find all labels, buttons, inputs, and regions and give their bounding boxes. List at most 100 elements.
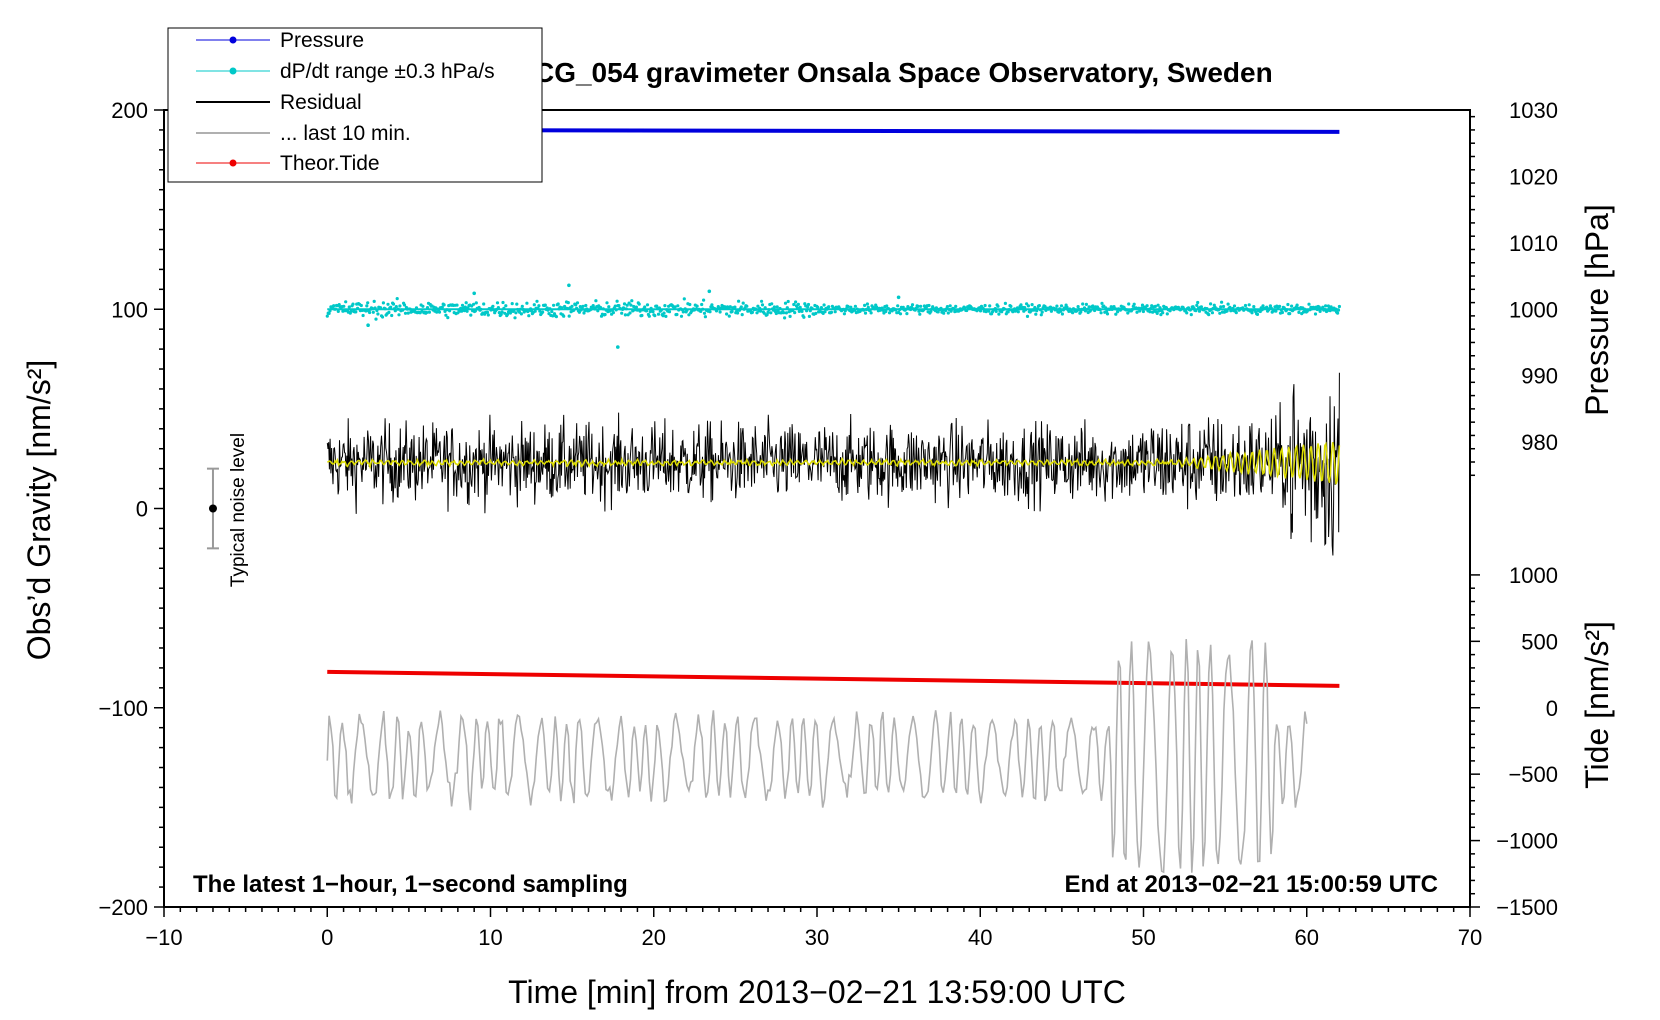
dpdt-point <box>1127 302 1131 306</box>
legend-entry-last10: ... last 10 min. <box>196 122 411 145</box>
dpdt-point <box>613 304 617 308</box>
dpdt-point <box>1076 305 1080 309</box>
dpdt-point <box>444 313 448 317</box>
dpdt-point <box>562 314 566 318</box>
dpdt-point <box>506 312 510 316</box>
dpdt-point <box>853 304 858 308</box>
dpdt-point <box>948 304 952 308</box>
dpdt-point <box>625 303 629 307</box>
dpdt-point <box>807 314 812 318</box>
dpdt-point <box>344 300 348 304</box>
x-tick-label: 40 <box>968 925 992 950</box>
dpdt-point <box>1116 310 1120 314</box>
legend: Pressure dP/dt range ±0.3 hPa/s Residual… <box>167 27 543 183</box>
dpdt-point <box>403 311 408 315</box>
dpdt-point <box>661 314 665 318</box>
dpdt-point <box>910 303 915 307</box>
dpdt-point <box>1210 311 1214 315</box>
dpdt-point <box>901 305 905 309</box>
dpdt-point <box>987 309 991 313</box>
dpdt-point <box>440 305 444 309</box>
pressure-tick-label: 1030 <box>1509 98 1558 123</box>
dpdt-point <box>673 305 677 309</box>
dpdt-point <box>1161 311 1165 315</box>
dpdt-point <box>1297 310 1301 314</box>
dpdt-point <box>469 313 473 317</box>
dpdt-point <box>533 309 537 313</box>
dpdt-point <box>525 301 529 305</box>
dpdt-point <box>535 299 539 303</box>
dpdt-point <box>605 301 609 305</box>
dpdt-point <box>584 303 588 308</box>
legend-entry-dpdt: dP/dt range ±0.3 hPa/s <box>196 60 495 83</box>
legend-entry-tide: Theor.Tide <box>196 152 380 175</box>
x-tick-label: 70 <box>1458 925 1482 950</box>
dpdt-point <box>739 305 743 309</box>
dpdt-point <box>1307 302 1311 306</box>
dpdt-point <box>1034 312 1038 316</box>
dpdt-point <box>793 311 797 315</box>
dpdt-point <box>616 345 620 349</box>
tide-tick-label: 0 <box>1546 696 1558 721</box>
dpdt-point <box>510 302 514 306</box>
series-layer <box>206 127 1341 874</box>
y-tick-label: 200 <box>111 98 148 123</box>
dpdt-point <box>833 310 837 314</box>
dpdt-point <box>866 305 870 309</box>
dpdt-point <box>688 302 692 307</box>
dpdt-point <box>1055 304 1059 308</box>
dpdt-point <box>802 315 806 319</box>
dpdt-point <box>806 302 811 307</box>
dpdt-point <box>936 310 940 314</box>
dpdt-point <box>342 304 346 308</box>
chart-title: SCG_054 gravimeter Onsala Space Observat… <box>515 57 1272 88</box>
dpdt-point <box>707 289 712 294</box>
dpdt-point <box>1207 313 1211 317</box>
dpdt-point <box>1025 314 1030 318</box>
dpdt-point <box>1135 310 1139 314</box>
dpdt-point <box>463 305 467 309</box>
dpdt-point <box>1232 304 1237 308</box>
smoothed-residual-line <box>327 441 1341 485</box>
dpdt-point <box>1324 304 1328 308</box>
dpdt-point <box>381 301 385 305</box>
x-axis-title: Time [min] from 2013−02−21 13:59:00 UTC <box>508 974 1126 1010</box>
dpdt-point <box>865 302 870 306</box>
dpdt-point <box>354 310 358 314</box>
dpdt-point <box>775 305 779 309</box>
dpdt-point <box>664 314 668 318</box>
dpdt-point <box>460 309 464 313</box>
dpdt-point <box>1250 311 1254 315</box>
dpdt-point <box>485 310 489 314</box>
dpdt-point <box>603 312 607 317</box>
dpdt-point <box>617 304 621 308</box>
y-axis-title-pressure: Pressure [hPa] <box>1579 204 1615 416</box>
dpdt-point <box>710 303 714 307</box>
dpdt-point <box>945 305 950 309</box>
dpdt-point <box>1313 312 1318 316</box>
dpdt-point <box>365 304 369 308</box>
dpdt-point <box>806 305 810 309</box>
dpdt-point <box>495 301 500 305</box>
legend-label-last10: ... last 10 min. <box>280 122 411 145</box>
dpdt-point <box>667 310 672 314</box>
dpdt-point <box>737 299 741 303</box>
dpdt-point <box>756 304 760 308</box>
dpdt-point <box>628 311 632 315</box>
tide-line <box>327 669 1340 688</box>
dpdt-point <box>800 309 804 313</box>
dpdt-point <box>816 305 820 309</box>
dpdt-point <box>927 303 931 308</box>
dpdt-point <box>1286 302 1290 307</box>
dpdt-point <box>361 313 365 318</box>
tide-tick-label: −1500 <box>1496 895 1558 920</box>
dpdt-point <box>884 309 888 314</box>
dpdt-point <box>996 304 1000 308</box>
dpdt-point <box>896 304 900 308</box>
dpdt-point <box>550 309 554 314</box>
dpdt-point <box>798 305 802 309</box>
dpdt-point <box>718 310 722 314</box>
dpdt-point <box>1037 304 1041 308</box>
dpdt-point <box>1026 304 1030 308</box>
dpdt-point <box>702 311 707 315</box>
